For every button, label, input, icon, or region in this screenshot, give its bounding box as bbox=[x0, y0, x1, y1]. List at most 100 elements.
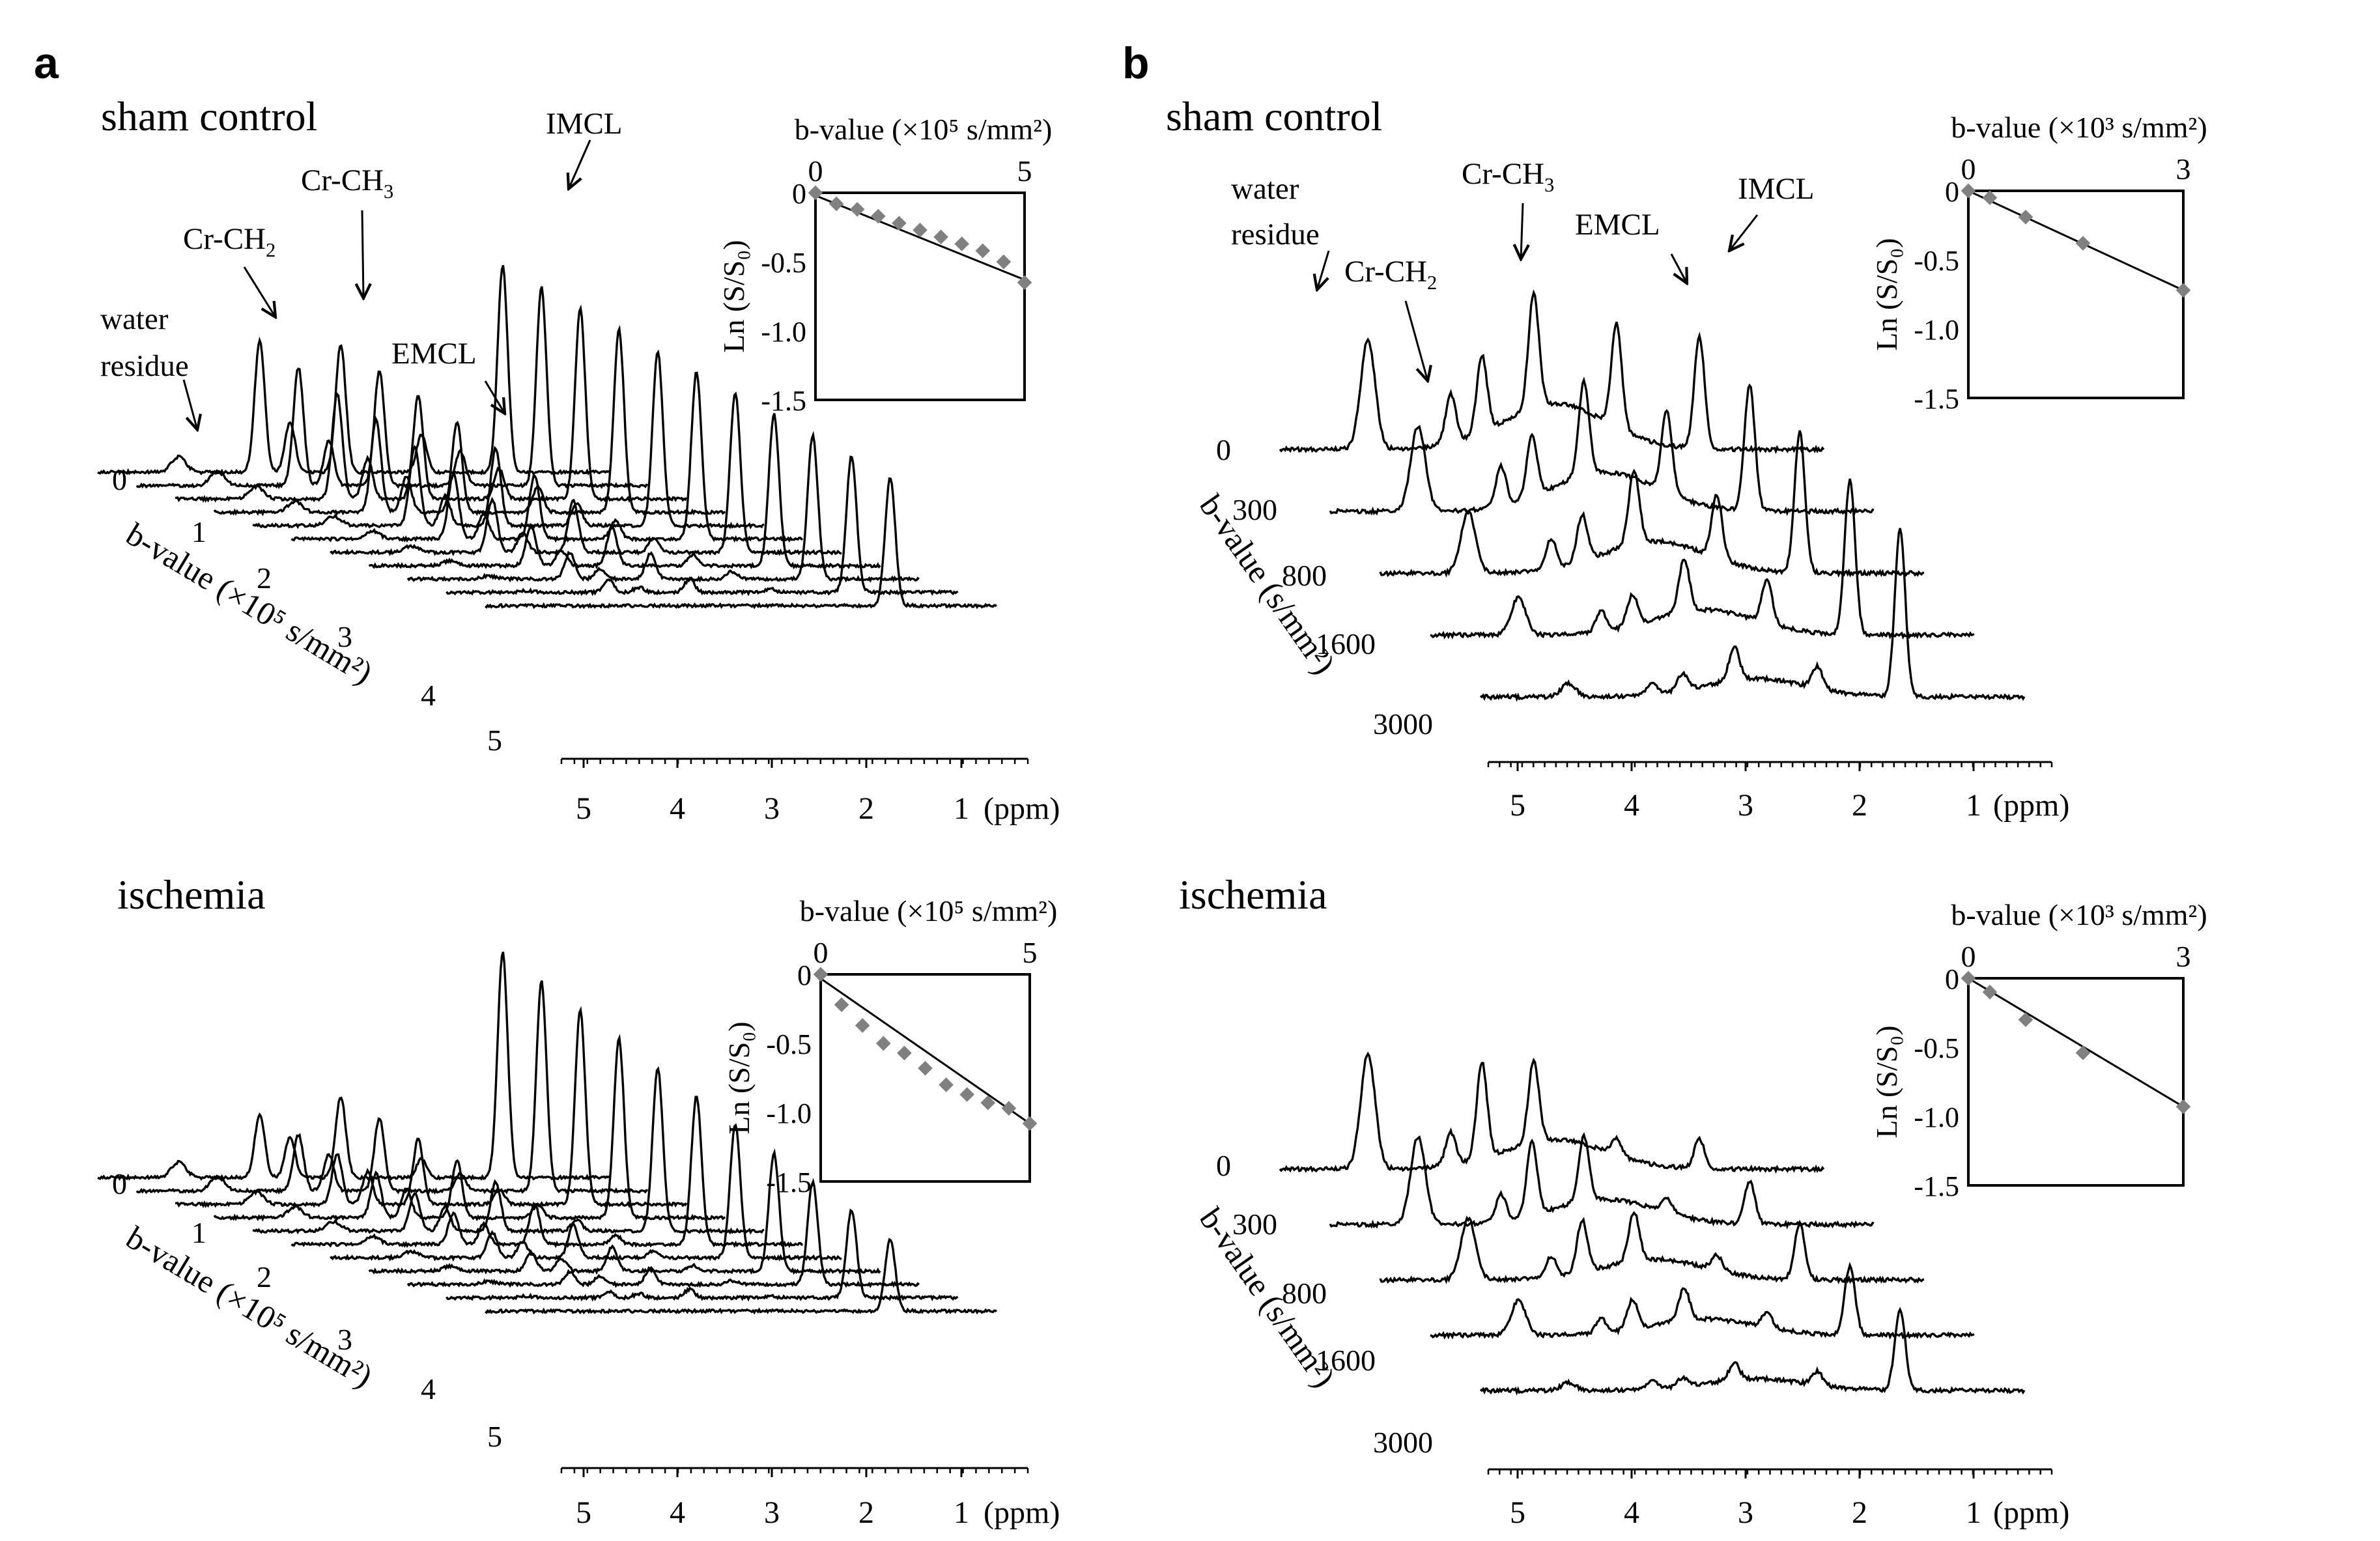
inset-data-point bbox=[939, 1077, 954, 1092]
inset-data-point bbox=[1017, 275, 1032, 290]
depth-tick-label: 800 bbox=[1282, 559, 1327, 592]
x-tick-label: 4 bbox=[1624, 1495, 1639, 1530]
inset-data-point bbox=[834, 997, 849, 1012]
inset-frame bbox=[819, 973, 1031, 1183]
inset-y-label: Ln (S/S₀) bbox=[1870, 1025, 1903, 1138]
x-tick-label: 2 bbox=[858, 1495, 874, 1530]
x-tick-label: 2 bbox=[858, 791, 874, 826]
spectrum-line bbox=[368, 1148, 881, 1275]
spectrum-line bbox=[1379, 430, 1925, 578]
x-tick-label: 3 bbox=[1738, 1495, 1753, 1530]
spectrum-line bbox=[485, 477, 998, 610]
inset-y-tick-label: -1.5 bbox=[1914, 1170, 1959, 1202]
inset-x-label: b-value (×10³ s/mm²) bbox=[1951, 898, 2207, 931]
depth-tick-label: 1 bbox=[191, 1216, 206, 1249]
depth-tick-label: 300 bbox=[1232, 493, 1277, 526]
inset-data-point bbox=[875, 1036, 891, 1051]
x-tick-label: 1 bbox=[954, 791, 969, 826]
spectrum-line bbox=[175, 304, 688, 503]
spectrum-line bbox=[213, 1034, 726, 1222]
x-axis-label: (ppm) bbox=[1993, 1495, 2069, 1530]
inset-x-label: b-value (×10⁵ s/mm²) bbox=[795, 113, 1053, 146]
spectrum-line bbox=[1379, 1211, 1925, 1284]
inset-frame bbox=[814, 191, 1026, 401]
inset-y-label: Ln (S/S₀) bbox=[717, 240, 750, 352]
inset-data-point bbox=[913, 222, 928, 238]
x-tick-label: 5 bbox=[576, 1495, 591, 1530]
depth-tick-label: 0 bbox=[1216, 1149, 1231, 1182]
inset-plot: 0 5 b-value (×10⁵ s/mm²) 0 -0.5 -1.0 -1.5 Ln (S… bbox=[717, 113, 1052, 417]
depth-tick-label: 1600 bbox=[1316, 1344, 1376, 1377]
x-tick-label: 2 bbox=[1852, 788, 1867, 823]
inset-x-tick-label: 5 bbox=[1023, 936, 1038, 969]
inset-data-point bbox=[1001, 1101, 1017, 1116]
spectrum-line bbox=[252, 1066, 765, 1235]
inset-fit-line bbox=[820, 978, 1030, 1125]
depth-tick-label: 300 bbox=[1232, 1208, 1277, 1241]
inset-data-point bbox=[959, 1087, 975, 1102]
panel-letter: a bbox=[34, 38, 59, 88]
spectrum-line bbox=[135, 980, 648, 1195]
peak-annotation: Cr-CH2 bbox=[1344, 255, 1437, 294]
peak-annotation: Cr-CH2 bbox=[183, 222, 276, 261]
depth-tick-label: 0 bbox=[112, 463, 127, 496]
x-axis-label: (ppm) bbox=[1993, 788, 2069, 823]
depth-tick-label: 4 bbox=[421, 1372, 436, 1406]
panel-title: ischemia bbox=[117, 871, 265, 918]
inset-data-point bbox=[2018, 1012, 2033, 1027]
inset-data-point bbox=[870, 208, 886, 224]
peak-annotation: Cr-CH3 bbox=[301, 163, 393, 203]
annotation-arrow bbox=[1404, 300, 1428, 381]
inset-y-tick-label: -0.5 bbox=[766, 1028, 812, 1060]
inset-y-tick-label: 0 bbox=[797, 959, 812, 991]
x-tick-label: 5 bbox=[1510, 1495, 1525, 1530]
inset-y-tick-label: -1.0 bbox=[766, 1097, 812, 1129]
peak-annotation: IMCL bbox=[546, 107, 623, 141]
annotation-arrow bbox=[1521, 203, 1523, 259]
inset-x-tick-label: 0 bbox=[808, 154, 823, 188]
x-tick-label: 1 bbox=[1966, 788, 1981, 823]
depth-tick-label: 1 bbox=[191, 515, 206, 548]
inset-x-tick-label: 0 bbox=[1961, 940, 1976, 973]
inset-y-tick-label: -1.0 bbox=[761, 316, 806, 348]
depth-tick-label: 3000 bbox=[1373, 707, 1433, 741]
inset-fit-line bbox=[1968, 977, 2184, 1108]
depth-tick-label: 1600 bbox=[1316, 627, 1376, 660]
spectrum-line bbox=[213, 324, 726, 516]
panel-title: sham control bbox=[101, 93, 317, 139]
peak-annotation: IMCL bbox=[1738, 172, 1815, 206]
annotation-arrow bbox=[182, 379, 197, 430]
inset-y-tick-label: -0.5 bbox=[1914, 245, 1959, 277]
spectrum-line bbox=[1430, 1262, 1975, 1340]
inset-data-point bbox=[813, 967, 829, 982]
annotation-arrow bbox=[569, 139, 591, 189]
inset-data-point bbox=[933, 229, 948, 245]
spectrum-line bbox=[330, 1123, 842, 1262]
inset-data-point bbox=[808, 185, 823, 201]
inset-y-tick-label: 0 bbox=[1945, 176, 1959, 208]
inset-data-point bbox=[2075, 1045, 2091, 1060]
spectrum-line bbox=[1329, 1132, 1875, 1230]
x-tick-label: 3 bbox=[764, 1495, 780, 1530]
depth-tick-label: 5 bbox=[487, 1420, 502, 1453]
peak-annotation: residue bbox=[100, 349, 189, 383]
inset-x-tick-label: 3 bbox=[2176, 940, 2191, 973]
spectrum-line bbox=[97, 264, 610, 476]
spectrum-line bbox=[1279, 1051, 1825, 1174]
inset-x-tick-label: 3 bbox=[2176, 152, 2191, 186]
inset-data-point bbox=[2075, 236, 2091, 251]
inset-data-point bbox=[980, 1095, 996, 1110]
inset-fit-line bbox=[1968, 190, 2184, 292]
depth-tick-label: 2 bbox=[257, 1260, 272, 1294]
peak-annotation: Cr-CH3 bbox=[1462, 157, 1554, 196]
depth-tick-label: 0 bbox=[112, 1167, 127, 1200]
inset-y-tick-label: -1.5 bbox=[761, 385, 806, 417]
inset-fit-line bbox=[815, 194, 1025, 281]
panel-a-isch: ischemia 5 4 3 2 1 (ppm) 0 1 2 3 4 5 b-value (×10⁵ s/… bbox=[97, 871, 1060, 1530]
depth-tick-label: 4 bbox=[421, 679, 436, 712]
inset-data-point bbox=[2018, 209, 2033, 225]
spectrum-line bbox=[1479, 1307, 2026, 1396]
